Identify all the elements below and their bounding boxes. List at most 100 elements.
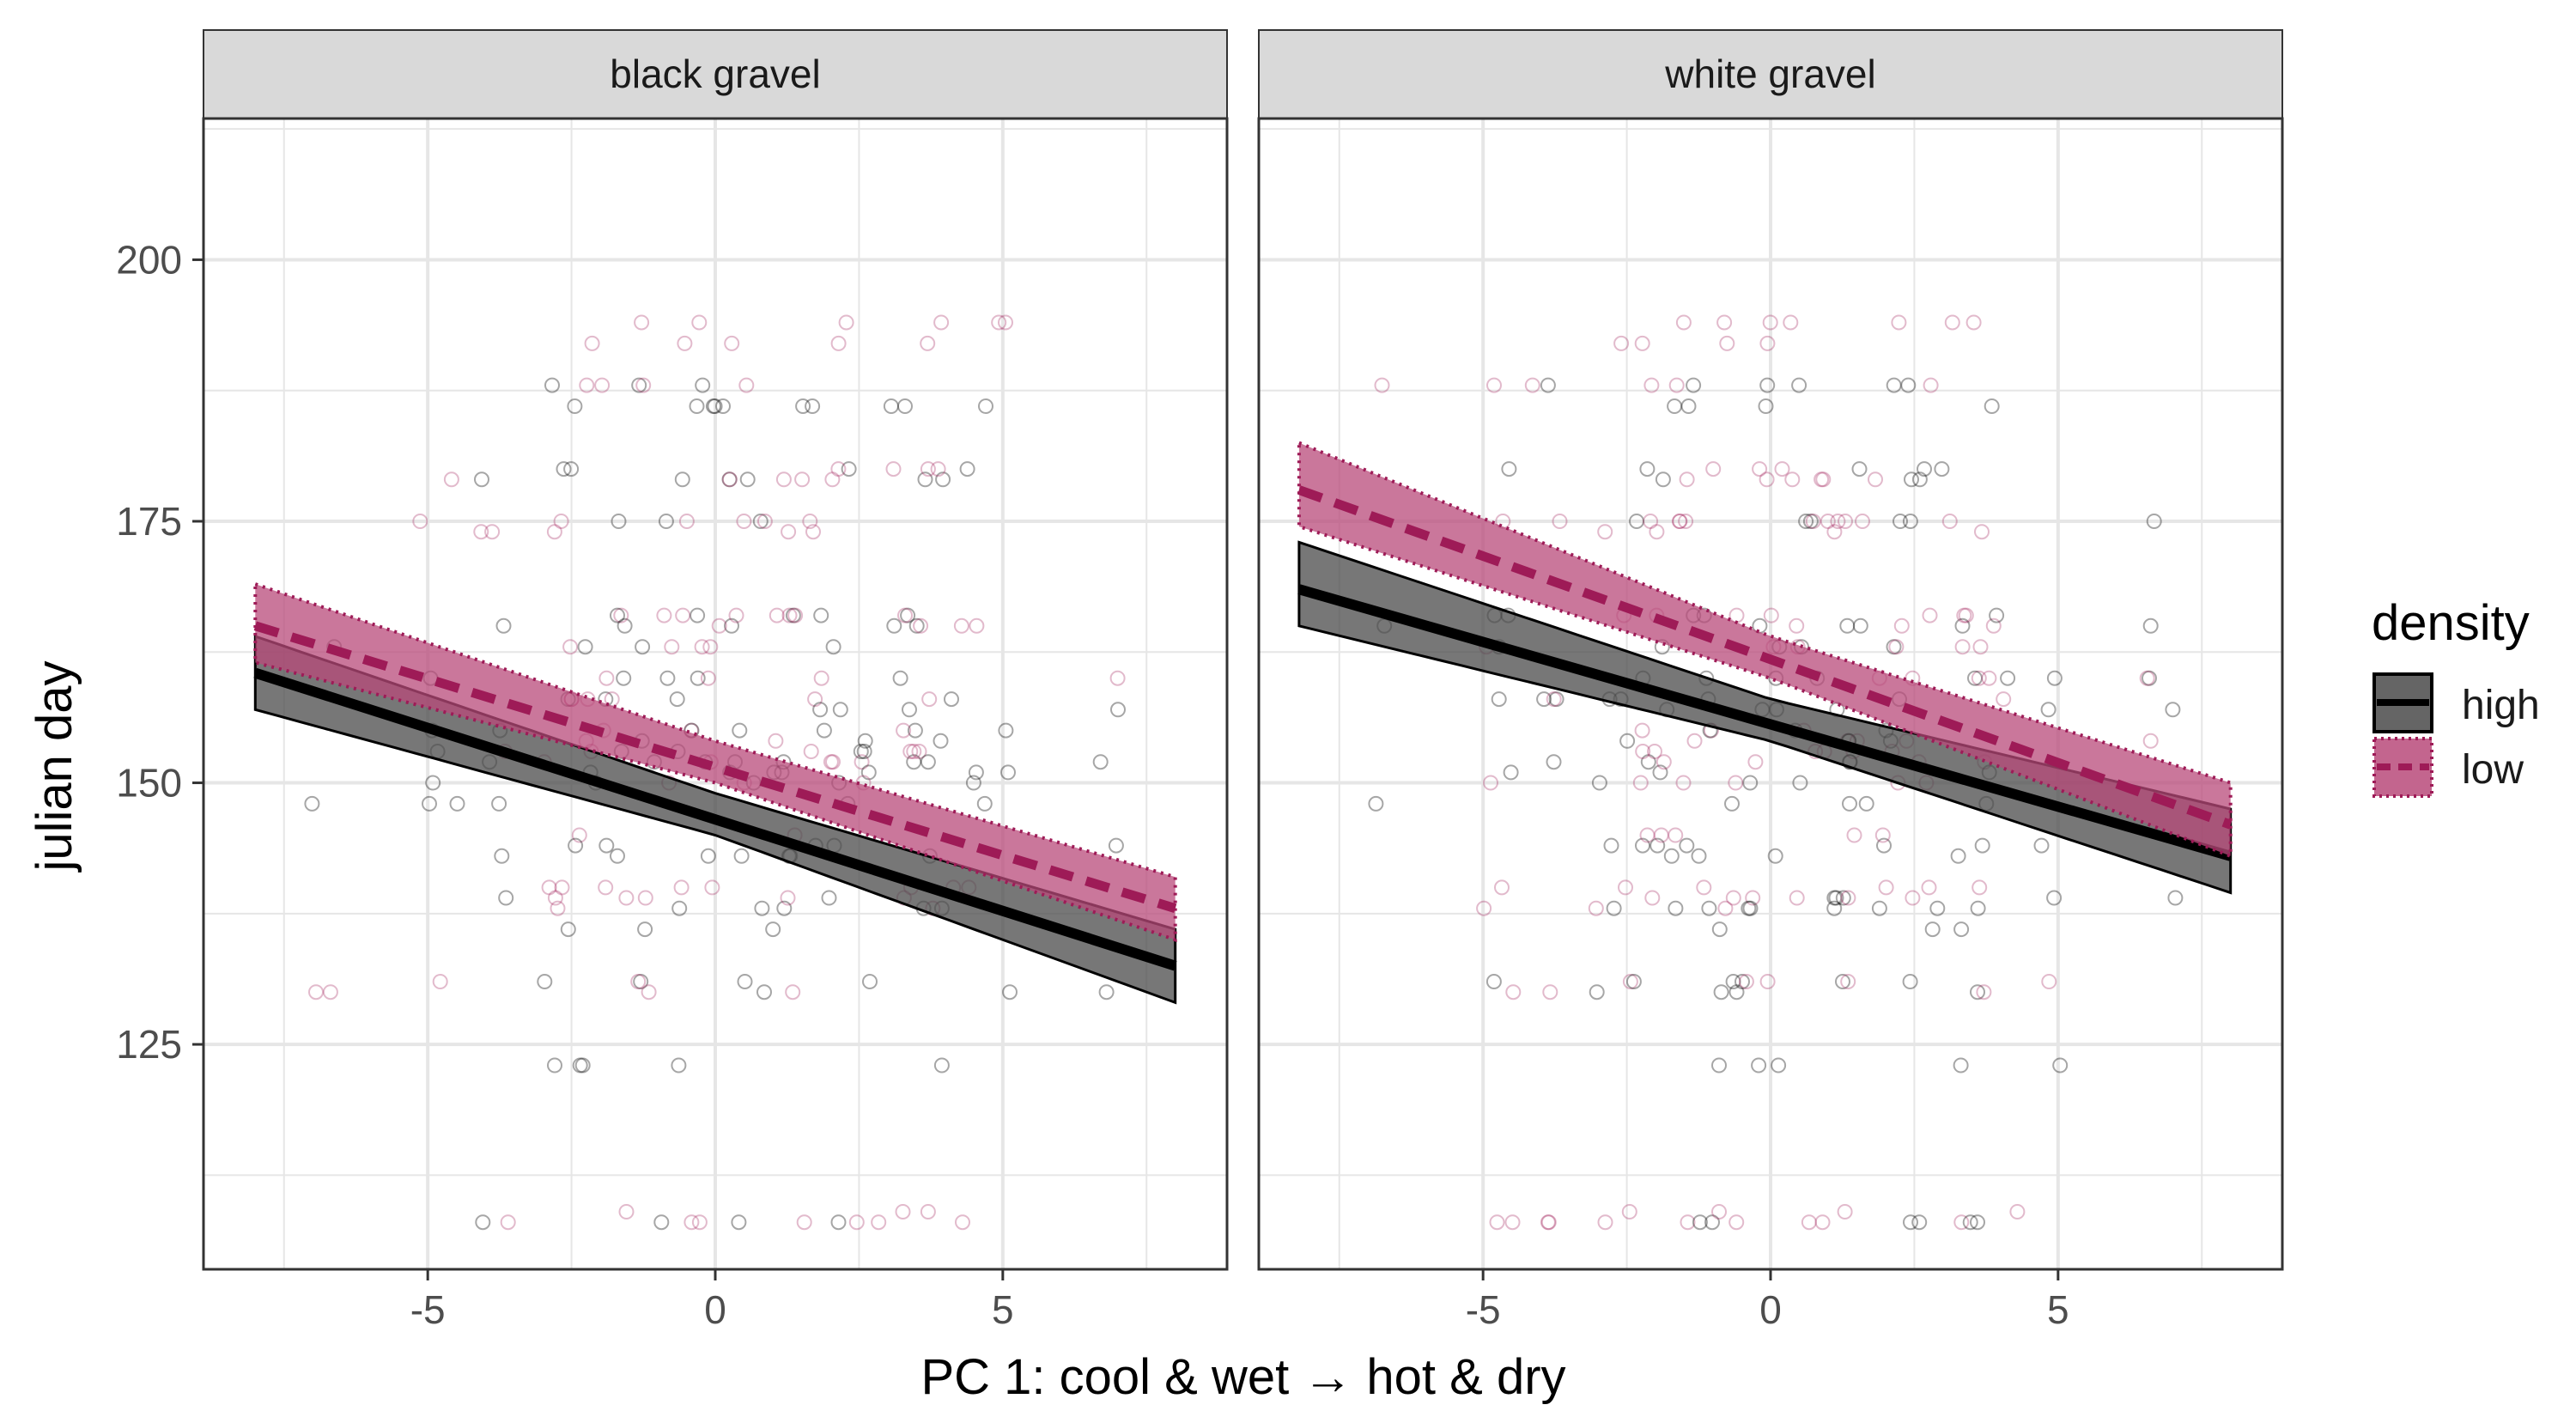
data-point-high [1835, 974, 1850, 989]
data-point-low [1826, 524, 1843, 540]
data-point-low [1686, 733, 1703, 749]
data-point-low [1725, 890, 1741, 906]
data-point-low [1678, 514, 1694, 529]
data-point-high [2046, 890, 2063, 906]
data-point-low [1489, 1214, 1505, 1231]
data-point-low [1696, 879, 1712, 896]
data-point-high [1984, 398, 2000, 414]
data-point-high [1767, 848, 1783, 864]
x-axis: -5 0 5 -5 0 5 [410, 1269, 2069, 1332]
data-point-low [673, 879, 690, 896]
data-point-high [1711, 921, 1728, 938]
data-point-low [1840, 890, 1856, 906]
data-point-low [691, 1214, 708, 1231]
data-point-low [796, 1214, 812, 1231]
data-point-high [897, 398, 913, 414]
legend: density high low [2372, 595, 2540, 798]
data-point-low [1542, 984, 1558, 1000]
data-point-high [853, 744, 869, 759]
data-point-high [598, 837, 615, 854]
data-point-high [1606, 900, 1622, 916]
data-point-low [933, 314, 950, 331]
data-point-low [1671, 514, 1687, 529]
data-point-high [498, 890, 514, 906]
data-point-low [1752, 461, 1768, 477]
data-point-high [1771, 1057, 1787, 1073]
data-point-high [1701, 900, 1717, 916]
data-point-low [637, 890, 653, 906]
data-point-high [1652, 764, 1668, 781]
data-point-low [1613, 335, 1630, 351]
data-point-high [1668, 900, 1684, 916]
data-point-high [752, 514, 769, 529]
data-point-low [1656, 754, 1672, 770]
data-point-high [1852, 617, 1868, 634]
data-point-high [900, 607, 916, 623]
data-point-low [702, 639, 719, 655]
data-point-high [1691, 848, 1707, 864]
data-point-high [689, 398, 705, 414]
data-point-high [474, 471, 489, 488]
data-point-low [1830, 514, 1846, 529]
data-point-high [944, 691, 959, 708]
data-point-low [634, 314, 650, 331]
data-point-high [1655, 471, 1671, 488]
data-point-high [690, 607, 706, 623]
data-point-high [1546, 754, 1562, 770]
data-point-high [1851, 461, 1868, 477]
data-point-low [598, 670, 615, 686]
data-point-high [449, 795, 465, 812]
data-point-low [1540, 1214, 1557, 1231]
data-point-low [920, 461, 936, 477]
data-point-low [920, 335, 936, 351]
data-point-low [1956, 607, 1972, 623]
data-point-high [1826, 890, 1843, 906]
data-point-low [805, 524, 821, 540]
data-point-low [1893, 617, 1910, 634]
data-point-low [1878, 879, 1894, 896]
data-point-low [1597, 524, 1613, 540]
data-point-low [694, 639, 710, 655]
data-point-low [1738, 974, 1754, 989]
data-point-high [2000, 670, 2016, 686]
data-point-low [1476, 900, 1492, 916]
data-point-low [443, 471, 459, 488]
data-point-high [2165, 702, 2181, 718]
trend-line-high [1297, 584, 2233, 861]
data-point-high [572, 1057, 588, 1073]
data-point-low [630, 974, 647, 989]
data-point-high [537, 974, 553, 989]
data-point-high [2146, 514, 2162, 529]
data-point-high [635, 639, 651, 655]
data-point-high [933, 733, 949, 749]
data-point-high [813, 607, 829, 623]
data-point-high [1962, 1214, 1978, 1231]
data-point-low [1745, 890, 1761, 906]
data-point-low [920, 1204, 936, 1219]
data-point-low [2009, 1204, 2026, 1219]
data-point-low [1789, 617, 1805, 634]
data-point-high [491, 795, 507, 812]
data-point-low [1801, 1214, 1817, 1231]
data-point-low [721, 471, 738, 488]
data-point-high [821, 890, 837, 906]
data-point-low [691, 314, 708, 331]
data-point-high [1751, 1057, 1767, 1073]
data-point-low [1958, 607, 1974, 623]
data-point-low [664, 639, 680, 655]
data-point-low [1705, 461, 1722, 477]
data-point-high [825, 639, 841, 655]
data-point-low [322, 984, 338, 1000]
data-point-high [547, 1057, 562, 1073]
data-point-high [1713, 984, 1729, 1000]
data-point-high [1742, 775, 1759, 791]
data-point-high [1904, 471, 1919, 488]
data-point-low [1668, 377, 1685, 393]
strip-label-black-gravel: black gravel [610, 52, 820, 96]
data-point-low [1644, 890, 1661, 906]
data-point-high [1798, 514, 1814, 529]
data-point-high [976, 795, 993, 812]
data-point-high [1911, 1214, 1928, 1231]
plot-area-black-gravel [202, 117, 1229, 1271]
data-point-low [1815, 471, 1832, 488]
